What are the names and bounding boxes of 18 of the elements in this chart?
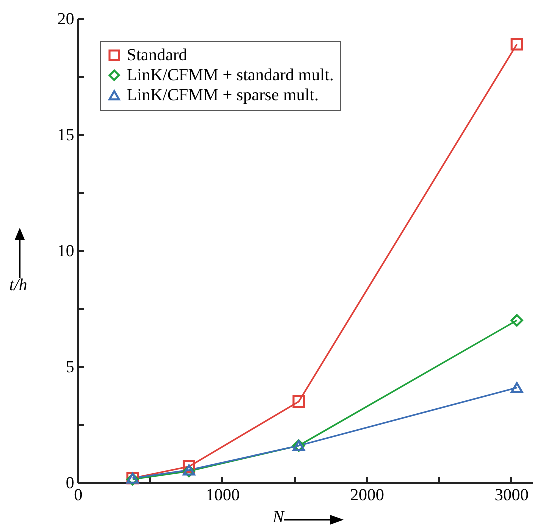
y-tick-label: 10 [58,242,74,260]
y-tick-label: 5 [66,358,74,376]
point [510,382,524,394]
x-tick-label: 3000 [494,486,529,504]
y-axis-title: t/h [10,276,28,294]
x-tick-label: 2000 [350,486,384,504]
point [510,314,524,327]
point [182,460,196,474]
legend-label: LinK/CFMM + sparse mult. [127,86,319,104]
y-tick-label: 15 [58,126,74,144]
x-tick-label: 1000 [206,486,240,504]
y-tick-label: 20 [58,10,74,28]
y-tick-label: 0 [66,474,74,492]
legend-label: Standard [127,46,188,64]
x-axis-title: N [272,508,286,526]
legend-label: LinK/CFMM + standard mult. [127,66,334,84]
point [292,396,306,408]
point [510,38,524,51]
